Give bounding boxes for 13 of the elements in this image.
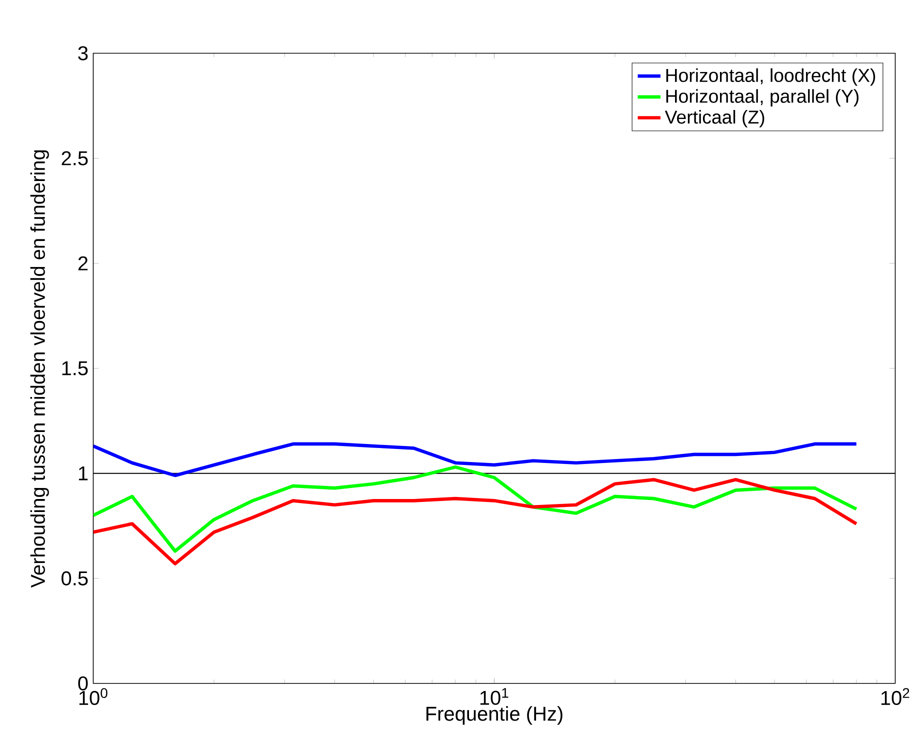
y-axis-title: Verhouding tussen midden vloerveld en fundering (30, 150, 49, 588)
y-tick-label: 2.5 (62, 151, 88, 166)
y-tick-label: 0.5 (62, 571, 88, 586)
legend-label: Verticaal (Z) (664, 110, 764, 128)
legend-label: Horizontaal, parallel (Y) (666, 89, 858, 106)
y-tick-label: 1 (78, 466, 88, 480)
y-tick-label: 3 (78, 46, 88, 60)
y-tick-label: 2 (78, 256, 88, 270)
x-tick-label: 10$^{1}$ (480, 688, 508, 705)
y-tick-label: 1.5 (62, 361, 88, 376)
x-axis-title: Frequentie (Hz) (426, 706, 562, 725)
legend-label: Horizontaal, loodrecht (X) (666, 68, 876, 86)
x-tick-label: 10$^{2}$ (881, 688, 910, 705)
